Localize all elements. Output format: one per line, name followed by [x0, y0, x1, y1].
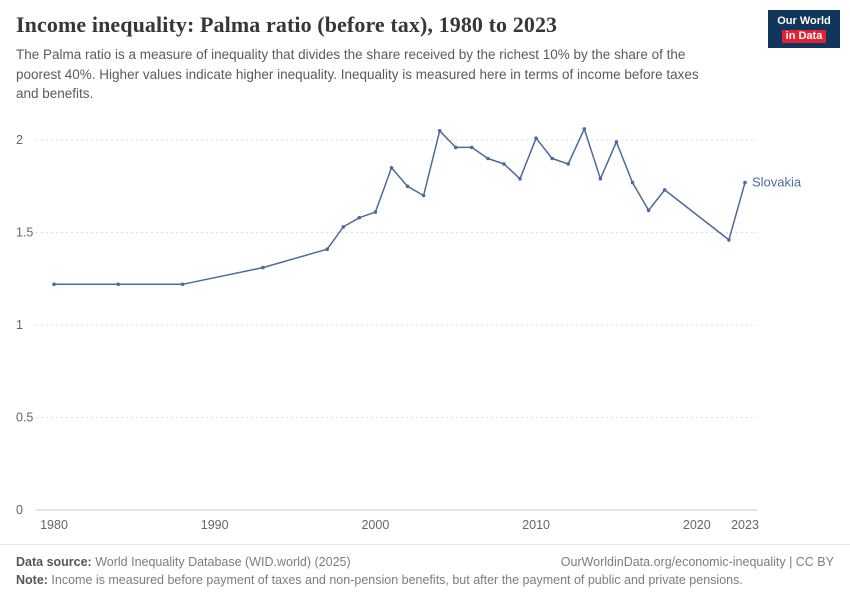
data-point[interactable]	[421, 193, 426, 197]
chart-header: Income inequality: Palma ratio (before t…	[0, 0, 850, 104]
data-point[interactable]	[389, 165, 394, 170]
data-point[interactable]	[325, 247, 330, 251]
data-source-label: Data source:	[16, 554, 92, 569]
data-point[interactable]	[582, 126, 587, 131]
owid-logo[interactable]: Our World in Data	[768, 10, 840, 48]
data-point[interactable]	[630, 180, 635, 185]
data-point[interactable]	[646, 208, 651, 212]
data-point[interactable]	[357, 215, 362, 220]
note-text: Income is measured before payment of tax…	[47, 573, 743, 588]
data-point[interactable]	[727, 237, 731, 242]
y-tick-label: 1.5	[16, 225, 33, 239]
y-tick-label: 0.5	[16, 410, 33, 424]
y-tick-label: 2	[16, 133, 23, 147]
data-point[interactable]	[502, 161, 506, 166]
data-point[interactable]	[470, 145, 474, 149]
x-tick-label: 2010	[522, 518, 550, 532]
x-tick-label: 2023	[731, 518, 759, 532]
data-point[interactable]	[405, 184, 410, 188]
data-point[interactable]	[743, 180, 747, 185]
note-label: Note:	[16, 573, 48, 588]
series-label[interactable]: Slovakia	[752, 174, 802, 189]
data-point[interactable]	[180, 282, 185, 286]
page-title: Income inequality: Palma ratio (before t…	[16, 12, 558, 37]
x-tick-label: 1980	[40, 518, 68, 532]
data-point[interactable]	[486, 156, 490, 160]
y-tick-label: 1	[16, 318, 23, 332]
data-point[interactable]	[534, 136, 538, 140]
data-point[interactable]	[261, 265, 265, 270]
logo-text-line1: Our World	[777, 15, 831, 28]
data-point[interactable]	[52, 282, 56, 286]
data-point[interactable]	[373, 209, 378, 214]
chart-area[interactable]: 0 0.5 1 1.5 2 1980 1990 2000 2010 2020 2023 Slovaki…	[0, 104, 850, 548]
y-tick-label: 0	[16, 503, 23, 517]
x-tick-label: 1990	[201, 518, 229, 532]
note-line: Note: Income is measured before payment …	[16, 571, 834, 590]
data-point[interactable]	[453, 145, 458, 149]
line-chart-svg[interactable]: 0 0.5 1 1.5 2 1980 1990 2000 2010 2020 2023 Slovaki…	[0, 104, 850, 548]
x-tick-label: 2000	[361, 518, 389, 532]
owid-cc-link[interactable]: OurWorldinData.org/economic-inequality |…	[560, 554, 834, 569]
data-point[interactable]	[614, 139, 619, 144]
logo-text-line2: in Data	[781, 29, 827, 43]
data-point[interactable]	[116, 282, 121, 286]
series-line[interactable]	[54, 127, 746, 285]
data-point[interactable]	[598, 176, 603, 181]
data-source-line: Data source: World Inequality Database (…	[16, 553, 351, 572]
data-point[interactable]	[662, 187, 667, 192]
data-point[interactable]	[518, 176, 522, 181]
chart-subtitle: The Palma ratio is a measure of inequali…	[16, 47, 699, 102]
x-tick-label: 2020	[683, 518, 711, 532]
data-source-text: World Inequality Database (WID.world) (2…	[91, 554, 351, 569]
chart-footer: Data source: World Inequality Database (…	[0, 543, 850, 600]
data-point[interactable]	[566, 161, 570, 166]
data-point[interactable]	[437, 128, 442, 133]
data-point[interactable]	[341, 224, 346, 229]
data-point[interactable]	[550, 156, 554, 160]
